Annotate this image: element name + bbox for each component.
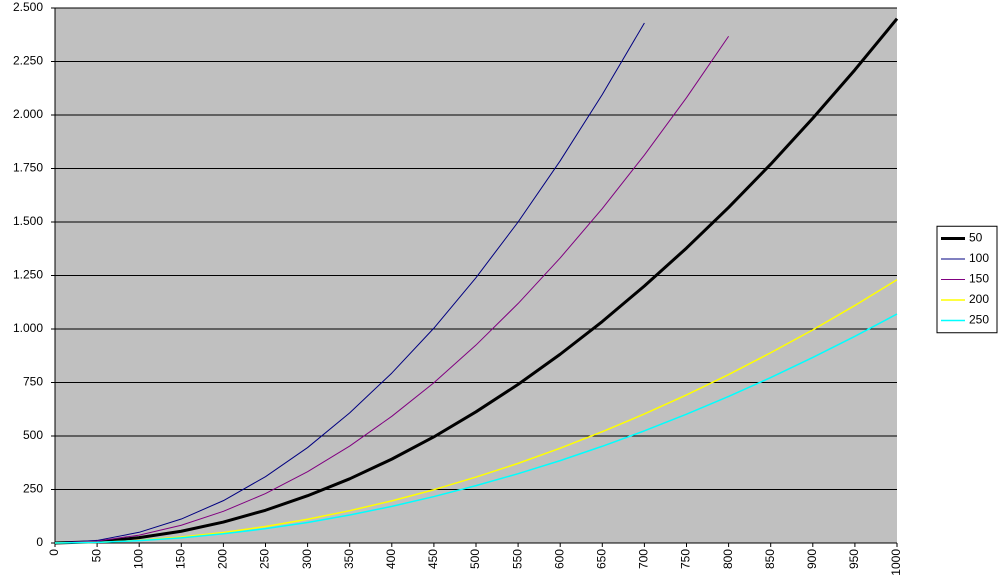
x-tick-label: 800 xyxy=(721,549,735,569)
x-tick-label: 900 xyxy=(805,549,819,569)
x-tick-label: 650 xyxy=(594,549,608,569)
x-tick-label: 500 xyxy=(468,549,482,569)
y-tick-label: 250 xyxy=(23,482,43,496)
y-tick-label: 1.500 xyxy=(13,214,43,228)
x-tick-label: 250 xyxy=(258,549,272,569)
series-line xyxy=(54,17,899,545)
x-tick-label: 400 xyxy=(384,549,398,569)
x-tick-label: 300 xyxy=(300,549,314,569)
x-tick-label: 450 xyxy=(426,549,440,569)
y-tick-label: 1.000 xyxy=(13,321,43,335)
y-tick-label: 750 xyxy=(23,375,43,389)
x-tick-label: 950 xyxy=(847,549,861,569)
x-tick-label: 750 xyxy=(679,549,693,569)
x-tick-label: 850 xyxy=(763,549,777,569)
series-line xyxy=(54,279,898,544)
x-tick-label: 0 xyxy=(47,549,61,556)
x-tick-label: 550 xyxy=(510,549,524,569)
legend-label: 150 xyxy=(969,272,989,286)
x-tick-label: 100 xyxy=(131,549,145,569)
legend-label: 100 xyxy=(969,251,989,265)
y-tick-label: 2.000 xyxy=(13,107,43,121)
series-line xyxy=(54,313,898,544)
x-tick-label: 350 xyxy=(342,549,356,569)
legend-label: 200 xyxy=(969,292,989,306)
x-tick-label: 50 xyxy=(89,549,103,563)
x-tick-label: 600 xyxy=(552,549,566,569)
legend-label: 250 xyxy=(969,313,989,327)
y-tick-label: 500 xyxy=(23,428,43,442)
series-line xyxy=(54,22,645,544)
y-tick-label: 1.750 xyxy=(13,161,43,175)
y-tick-label: 2.500 xyxy=(13,0,43,14)
x-tick-label: 700 xyxy=(637,549,651,569)
x-tick-label: 1000 xyxy=(889,549,903,576)
legend-label: 50 xyxy=(969,231,983,245)
series-line xyxy=(54,35,730,544)
y-tick-label: 1.250 xyxy=(13,268,43,282)
x-tick-label: 200 xyxy=(216,549,230,569)
x-tick-label: 150 xyxy=(173,549,187,569)
y-tick-label: 0 xyxy=(36,535,43,549)
y-tick-label: 2.250 xyxy=(13,54,43,68)
